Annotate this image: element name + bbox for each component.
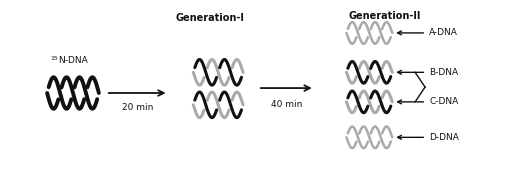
Text: 15: 15	[50, 55, 58, 60]
Text: C-DNA: C-DNA	[398, 97, 458, 106]
Text: Generation-I: Generation-I	[176, 13, 245, 23]
Text: B-DNA: B-DNA	[398, 68, 458, 77]
Text: N-DNA: N-DNA	[58, 56, 88, 65]
Text: Generation-II: Generation-II	[348, 11, 421, 21]
Text: D-DNA: D-DNA	[398, 133, 459, 142]
Text: A-DNA: A-DNA	[398, 28, 458, 37]
Text: 20 min: 20 min	[122, 103, 153, 112]
Text: 40 min: 40 min	[271, 100, 302, 109]
